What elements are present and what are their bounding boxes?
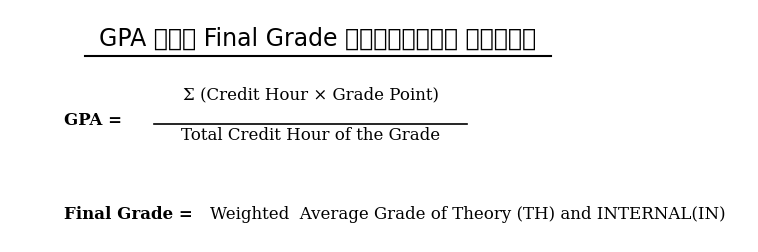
Text: Final Grade =: Final Grade =: [64, 206, 193, 223]
Text: Total Credit Hour of the Grade: Total Credit Hour of the Grade: [181, 127, 440, 144]
Text: Σ (Credit Hour × Grade Point): Σ (Credit Hour × Grade Point): [183, 86, 439, 103]
Text: Weighted  Average Grade of Theory (TH) and INTERNAL(IN): Weighted Average Grade of Theory (TH) an…: [210, 206, 726, 223]
Text: GPA तथा Final Grade निकाल्ने सूत्र: GPA तथा Final Grade निकाल्ने सूत्र: [99, 27, 537, 51]
Text: GPA =: GPA =: [64, 112, 122, 129]
